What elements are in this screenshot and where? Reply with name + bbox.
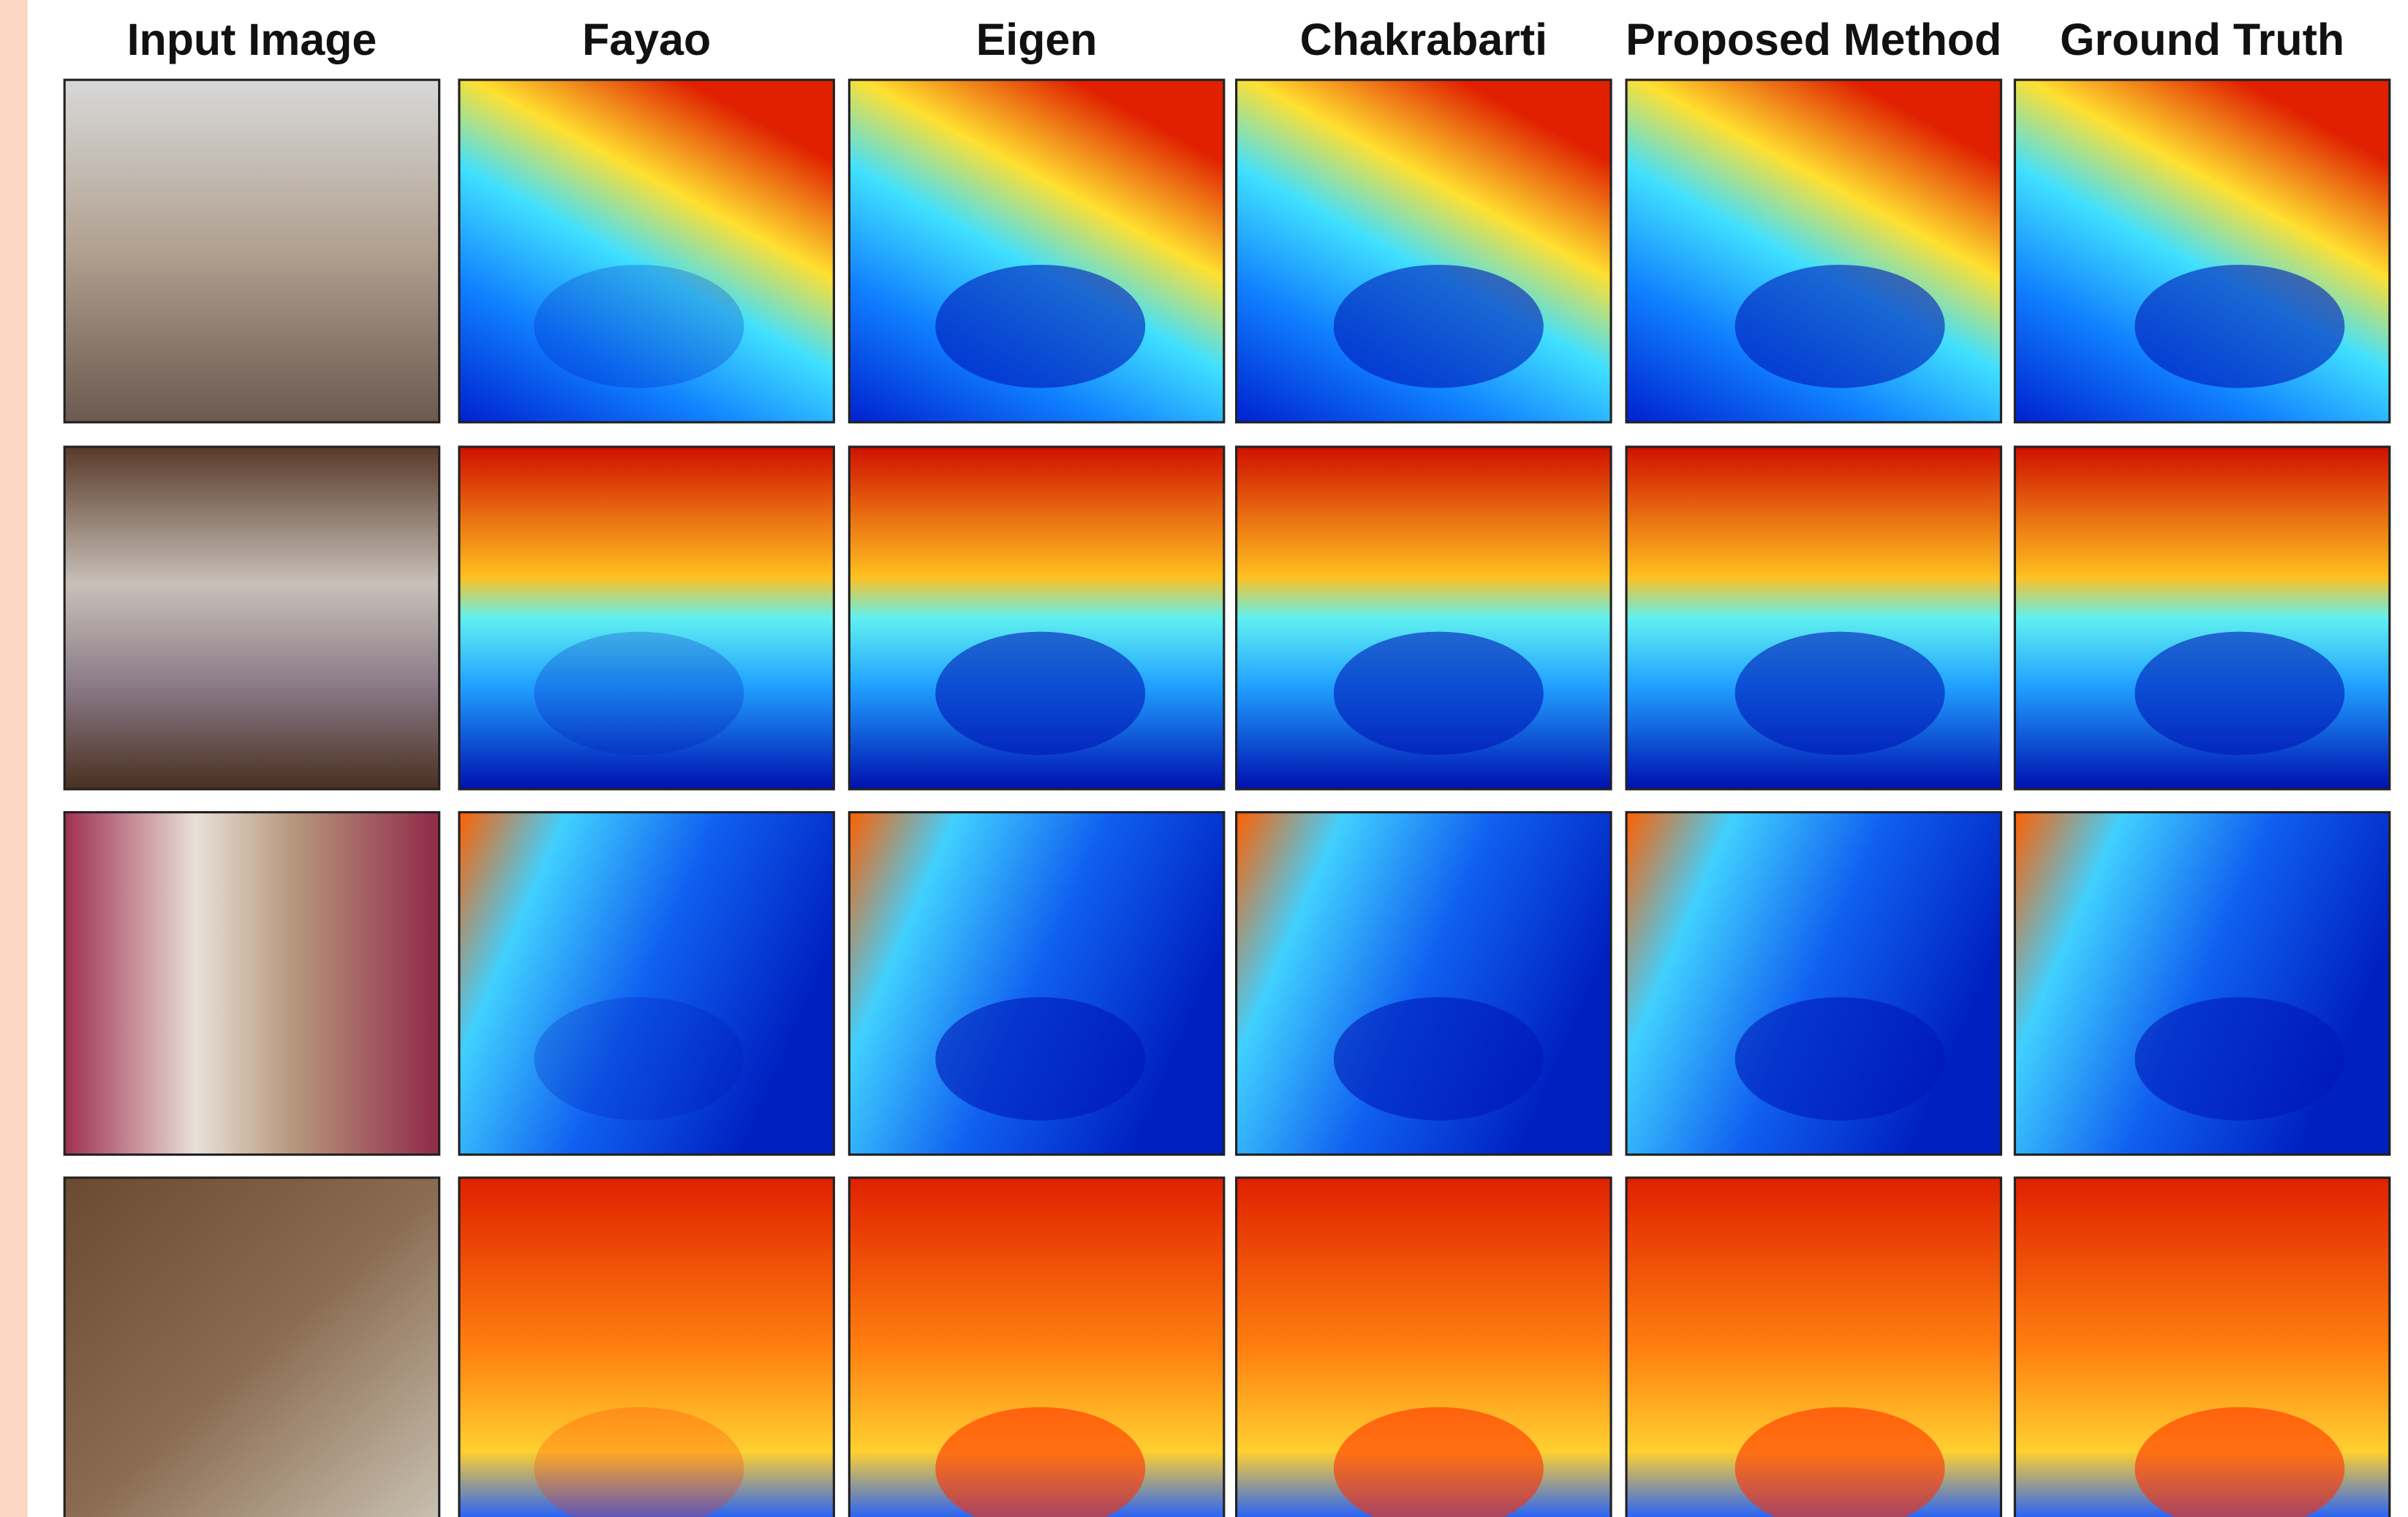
depth-blob: [534, 265, 744, 388]
depth-blob: [1735, 265, 1945, 388]
column-header: Input Image: [127, 15, 377, 64]
input-image: [64, 812, 439, 1154]
depth-blob: [935, 997, 1145, 1121]
column-header: Fayao: [582, 15, 711, 64]
image-grid: [64, 80, 2390, 1517]
depth-blob: [1735, 997, 1945, 1121]
figure: Input Image Fayao Eigen Chakrabarti Proposed…: [0, 0, 2408, 1517]
depth-blob: [1735, 632, 1945, 756]
column-header: Proposed Method: [1626, 15, 2001, 64]
input-image: [64, 447, 439, 789]
depth-blob: [2135, 265, 2344, 388]
depth-blob: [534, 632, 744, 756]
input-image: [64, 1178, 439, 1517]
depth-blob: [2135, 632, 2344, 756]
column-header: Chakrabarti: [1300, 15, 1547, 64]
input-image: [64, 80, 439, 422]
depth-blob: [935, 265, 1145, 388]
depth-blob: [2135, 997, 2344, 1121]
depth-blob: [1334, 265, 1544, 388]
depth-blob: [935, 632, 1145, 756]
depth-blob: [1334, 997, 1544, 1121]
column-headers: Input Image Fayao Eigen Chakrabarti Proposed…: [127, 15, 2344, 64]
depth-blob: [534, 997, 744, 1121]
column-header: Eigen: [976, 15, 1098, 64]
depth-blob: [1334, 632, 1544, 756]
column-header: Ground Truth: [2060, 15, 2344, 64]
side-strip: [0, 0, 28, 1517]
